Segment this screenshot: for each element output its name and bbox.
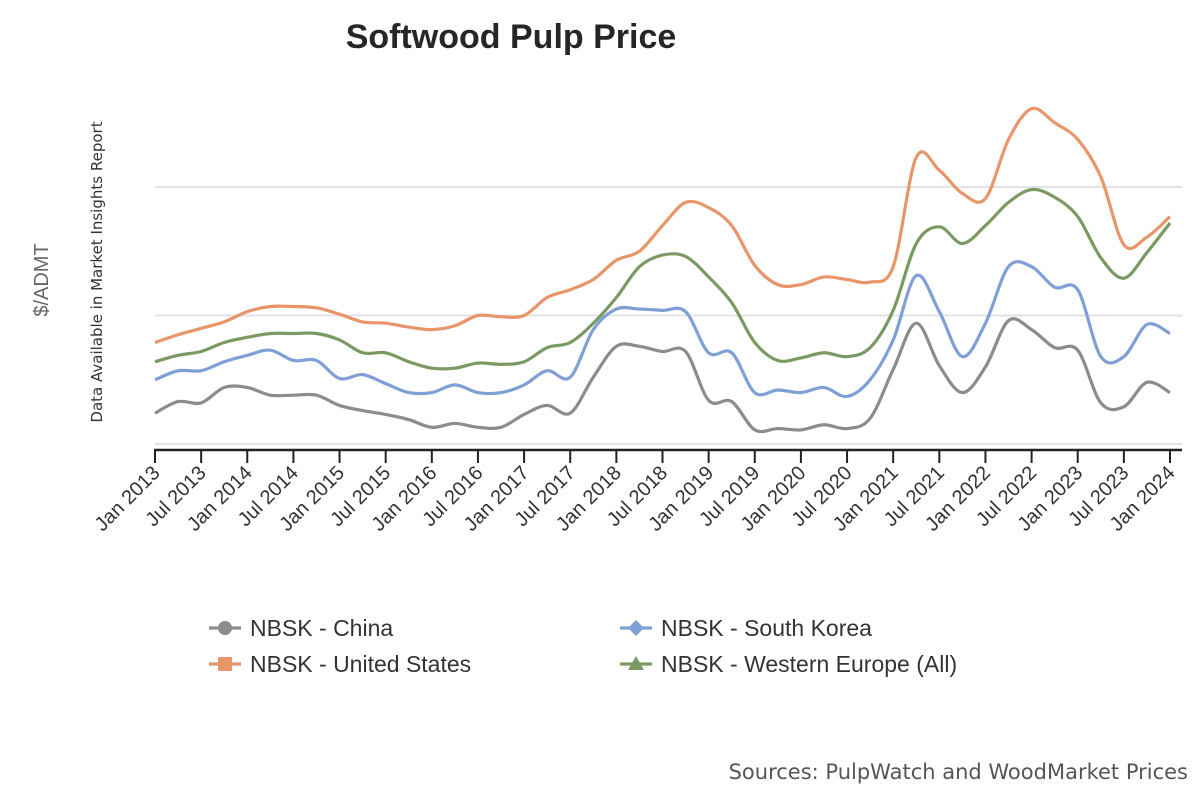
- legend-item[interactable]: NBSK - China: [209, 615, 393, 641]
- legend-label: NBSK - South Korea: [661, 615, 872, 641]
- circle-marker-icon: [218, 621, 232, 635]
- legend-item[interactable]: NBSK - Western Europe (All): [620, 651, 957, 677]
- series-line-2: [154, 106, 1172, 345]
- source-note: Sources: PulpWatch and WoodMarket Prices: [729, 760, 1188, 784]
- legend-label: NBSK - China: [250, 615, 393, 641]
- series-line-1: [154, 260, 1171, 399]
- chart-title: Softwood Pulp Price: [346, 18, 677, 56]
- legend-item[interactable]: NBSK - South Korea: [620, 615, 872, 641]
- gridlines: [155, 186, 1182, 445]
- series-lines: [154, 106, 1172, 434]
- legend-label: NBSK - United States: [250, 651, 471, 677]
- legend-label: NBSK - Western Europe (All): [661, 651, 957, 677]
- square-marker-icon: [218, 657, 232, 671]
- legend-item[interactable]: NBSK - United States: [209, 651, 471, 677]
- series-line-3: [154, 187, 1172, 371]
- y-axis-label: $/ADMT: [31, 243, 53, 316]
- series-line-0: [154, 317, 1171, 434]
- diamond-marker-icon: [628, 620, 644, 636]
- y-axis-note: Data Available in Market Insights Report: [88, 121, 106, 422]
- legend: NBSK - China NBSK - South Korea NBSK - Uni…: [209, 615, 957, 677]
- triangle-marker-icon: [628, 656, 644, 670]
